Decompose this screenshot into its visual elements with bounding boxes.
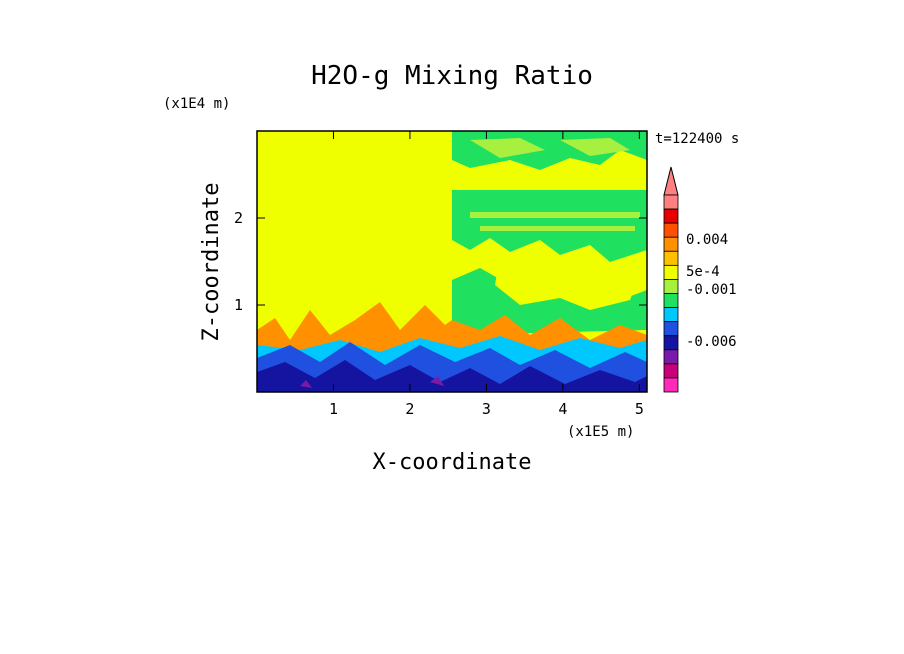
y-multiplier-label: (x1E4 m) <box>163 96 230 112</box>
colorbar-arrow <box>663 166 679 196</box>
x-axis-title: X-coordinate <box>373 450 532 475</box>
colorbar-swatch <box>663 377 679 393</box>
x-ticks: 1 2 3 4 5 <box>329 131 644 418</box>
field-yellow-cloud <box>495 248 640 310</box>
chart-title: H2O-g Mixing Ratio <box>311 61 593 91</box>
colorbar-label: -0.006 <box>686 334 737 350</box>
colorbar-swatch <box>663 293 679 308</box>
colorbar-swatch <box>663 363 679 379</box>
colorbar-label: 0.004 <box>686 232 728 248</box>
colorbar-label: -0.001 <box>686 282 737 298</box>
y-tick-label: 2 <box>234 209 243 227</box>
colorbar <box>663 166 679 393</box>
colorbar-swatch <box>663 349 679 365</box>
x-multiplier-label: (x1E5 m) <box>567 424 634 440</box>
x-tick-label: 4 <box>558 400 567 418</box>
x-tick-label: 1 <box>329 400 338 418</box>
field-pale-green-patches <box>470 138 640 231</box>
x-tick-label: 5 <box>635 400 644 418</box>
y-tick-label: 1 <box>234 296 243 314</box>
colorbar-swatch <box>663 264 679 280</box>
colorbar-swatch <box>663 307 679 323</box>
x-tick-label: 2 <box>405 400 414 418</box>
y-axis-title: Z-coordinate <box>199 183 224 342</box>
colorbar-swatch <box>663 222 679 238</box>
colorbar-swatch <box>663 279 679 294</box>
colorbar-swatch <box>663 194 679 210</box>
field-navy-layer <box>257 360 647 392</box>
colorbar-swatch <box>663 321 679 337</box>
x-tick-label: 3 <box>482 400 491 418</box>
colorbar-swatch <box>663 250 679 266</box>
colorbar-swatch <box>663 335 679 351</box>
plot-frame <box>256 130 648 393</box>
y-ticks: 12 <box>234 209 647 314</box>
contour-field <box>257 131 647 392</box>
colorbar-swatch <box>663 236 679 252</box>
colorbar-label: 5e-4 <box>686 264 720 280</box>
colorbar-swatch <box>663 208 679 224</box>
time-label: t=122400 s <box>655 131 739 147</box>
